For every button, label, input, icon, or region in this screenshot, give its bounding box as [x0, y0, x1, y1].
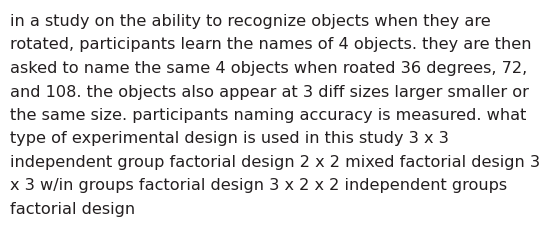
Text: asked to name the same 4 objects when roated 36 degrees, 72,: asked to name the same 4 objects when ro…	[10, 61, 527, 76]
Text: independent group factorial design 2 x 2 mixed factorial design 3: independent group factorial design 2 x 2…	[10, 154, 540, 169]
Text: rotated, participants learn the names of 4 objects. they are then: rotated, participants learn the names of…	[10, 37, 532, 52]
Text: x 3 w/in groups factorial design 3 x 2 x 2 independent groups: x 3 w/in groups factorial design 3 x 2 x…	[10, 178, 507, 193]
Text: and 108. the objects also appear at 3 diff sizes larger smaller or: and 108. the objects also appear at 3 di…	[10, 84, 529, 99]
Text: in a study on the ability to recognize objects when they are: in a study on the ability to recognize o…	[10, 14, 490, 29]
Text: factorial design: factorial design	[10, 201, 135, 216]
Text: the same size. participants naming accuracy is measured. what: the same size. participants naming accur…	[10, 108, 526, 123]
Text: type of experimental design is used in this study 3 x 3: type of experimental design is used in t…	[10, 131, 449, 146]
